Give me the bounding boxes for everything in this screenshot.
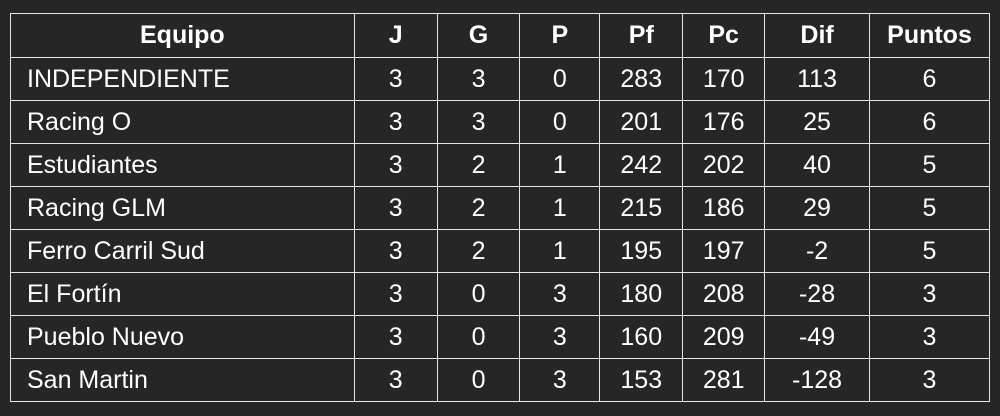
- cell-played: 3: [353, 272, 438, 316]
- cell-difference: 29: [764, 186, 870, 230]
- cell-won: 2: [436, 229, 521, 273]
- cell-points: 3: [869, 315, 990, 359]
- cell-difference: 113: [764, 57, 870, 101]
- cell-played: 3: [353, 358, 438, 402]
- cell-points-for: 160: [599, 315, 684, 359]
- cell-points-for: 153: [599, 358, 684, 402]
- cell-won: 2: [436, 143, 521, 187]
- cell-points-for: 283: [599, 57, 684, 101]
- cell-points-against: 176: [682, 100, 766, 144]
- cell-team: San Martin: [10, 358, 355, 402]
- cell-points: 5: [869, 229, 990, 273]
- cell-points-against: 202: [682, 143, 766, 187]
- table-row: Estudiantes 3 2 1 242 202 40 5: [10, 143, 990, 187]
- cell-lost: 3: [519, 272, 601, 316]
- cell-points: 3: [869, 358, 990, 402]
- cell-difference: 40: [764, 143, 870, 187]
- cell-difference: -2: [764, 229, 870, 273]
- cell-points: 6: [869, 100, 990, 144]
- cell-team: Racing O: [10, 100, 355, 144]
- table-row: INDEPENDIENTE 3 3 0 283 170 113 6: [10, 57, 990, 101]
- cell-points: 5: [869, 143, 990, 187]
- header-won: G: [436, 13, 521, 58]
- cell-played: 3: [353, 100, 438, 144]
- table-row: Racing O 3 3 0 201 176 25 6: [10, 100, 990, 144]
- cell-won: 0: [436, 315, 521, 359]
- cell-lost: 0: [519, 100, 601, 144]
- cell-lost: 3: [519, 358, 601, 402]
- cell-won: 0: [436, 272, 521, 316]
- header-played: J: [353, 13, 438, 58]
- cell-points-for: 201: [599, 100, 684, 144]
- cell-points-for: 242: [599, 143, 684, 187]
- cell-lost: 1: [519, 229, 601, 273]
- cell-lost: 0: [519, 57, 601, 101]
- cell-points-against: 208: [682, 272, 766, 316]
- cell-won: 3: [436, 57, 521, 101]
- cell-played: 3: [353, 186, 438, 230]
- cell-won: 2: [436, 186, 521, 230]
- cell-team: Ferro Carril Sud: [10, 229, 355, 273]
- cell-lost: 1: [519, 143, 601, 187]
- cell-team: Racing GLM: [10, 186, 355, 230]
- cell-points-against: 186: [682, 186, 766, 230]
- cell-played: 3: [353, 143, 438, 187]
- table-row: Racing GLM 3 2 1 215 186 29 5: [10, 186, 990, 230]
- table-row: Ferro Carril Sud 3 2 1 195 197 -2 5: [10, 229, 990, 273]
- cell-points: 3: [869, 272, 990, 316]
- cell-points-against: 281: [682, 358, 766, 402]
- header-difference: Dif: [764, 13, 870, 58]
- cell-team: INDEPENDIENTE: [10, 57, 355, 101]
- table-row: Pueblo Nuevo 3 0 3 160 209 -49 3: [10, 315, 990, 359]
- header-points-against: Pc: [682, 13, 766, 58]
- cell-difference: 25: [764, 100, 870, 144]
- cell-team: Estudiantes: [10, 143, 355, 187]
- cell-difference: -128: [764, 358, 870, 402]
- cell-team: El Fortín: [10, 272, 355, 316]
- cell-played: 3: [353, 229, 438, 273]
- cell-played: 3: [353, 57, 438, 101]
- cell-difference: -28: [764, 272, 870, 316]
- cell-difference: -49: [764, 315, 870, 359]
- cell-played: 3: [353, 315, 438, 359]
- standings-table: Equipo J G P Pf Pc Dif Puntos INDEPENDIENTE 3 3 0 2…: [10, 13, 990, 402]
- header-points: Puntos: [869, 13, 990, 58]
- header-points-for: Pf: [599, 13, 684, 58]
- table-row: San Martin 3 0 3 153 281 -128 3: [10, 358, 990, 402]
- cell-points-against: 209: [682, 315, 766, 359]
- cell-points-against: 197: [682, 229, 766, 273]
- header-team: Equipo: [10, 13, 355, 58]
- cell-lost: 1: [519, 186, 601, 230]
- cell-points-against: 170: [682, 57, 766, 101]
- table-row: El Fortín 3 0 3 180 208 -28 3: [10, 272, 990, 316]
- cell-points: 6: [869, 57, 990, 101]
- cell-won: 3: [436, 100, 521, 144]
- cell-won: 0: [436, 358, 521, 402]
- cell-points-for: 195: [599, 229, 684, 273]
- header-lost: P: [519, 13, 601, 58]
- cell-lost: 3: [519, 315, 601, 359]
- cell-team: Pueblo Nuevo: [10, 315, 355, 359]
- header-row: Equipo J G P Pf Pc Dif Puntos: [10, 13, 990, 58]
- cell-points-for: 215: [599, 186, 684, 230]
- cell-points-for: 180: [599, 272, 684, 316]
- cell-points: 5: [869, 186, 990, 230]
